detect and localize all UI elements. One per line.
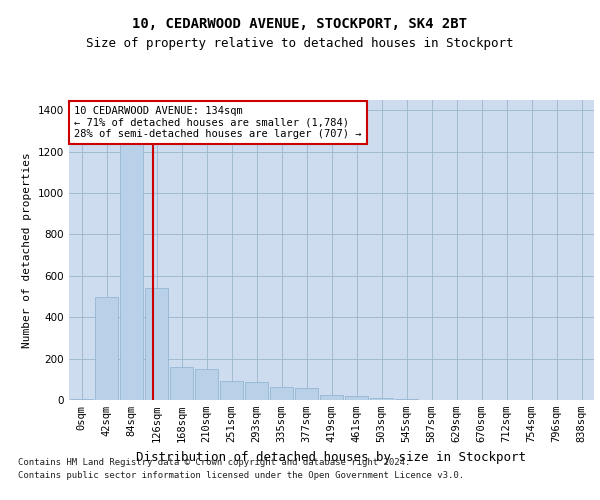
Text: 10 CEDARWOOD AVENUE: 134sqm
← 71% of detached houses are smaller (1,784)
28% of : 10 CEDARWOOD AVENUE: 134sqm ← 71% of det… [74,106,362,139]
Bar [345,396,368,400]
Bar [95,296,118,400]
Bar [145,288,168,400]
Bar [220,382,243,400]
X-axis label: Distribution of detached houses by size in Stockport: Distribution of detached houses by size … [137,450,527,464]
Bar [120,144,143,400]
Text: Size of property relative to detached houses in Stockport: Size of property relative to detached ho… [86,38,514,51]
Bar [195,369,218,400]
Bar [370,398,393,400]
Bar [70,399,93,400]
Bar [170,367,193,400]
Bar [320,395,343,400]
Y-axis label: Number of detached properties: Number of detached properties [22,152,32,348]
Text: Contains HM Land Registry data © Crown copyright and database right 2024.: Contains HM Land Registry data © Crown c… [18,458,410,467]
Bar [295,388,318,400]
Text: Contains public sector information licensed under the Open Government Licence v3: Contains public sector information licen… [18,472,464,480]
Text: 10, CEDARWOOD AVENUE, STOCKPORT, SK4 2BT: 10, CEDARWOOD AVENUE, STOCKPORT, SK4 2BT [133,18,467,32]
Bar [245,382,268,400]
Bar [270,386,293,400]
